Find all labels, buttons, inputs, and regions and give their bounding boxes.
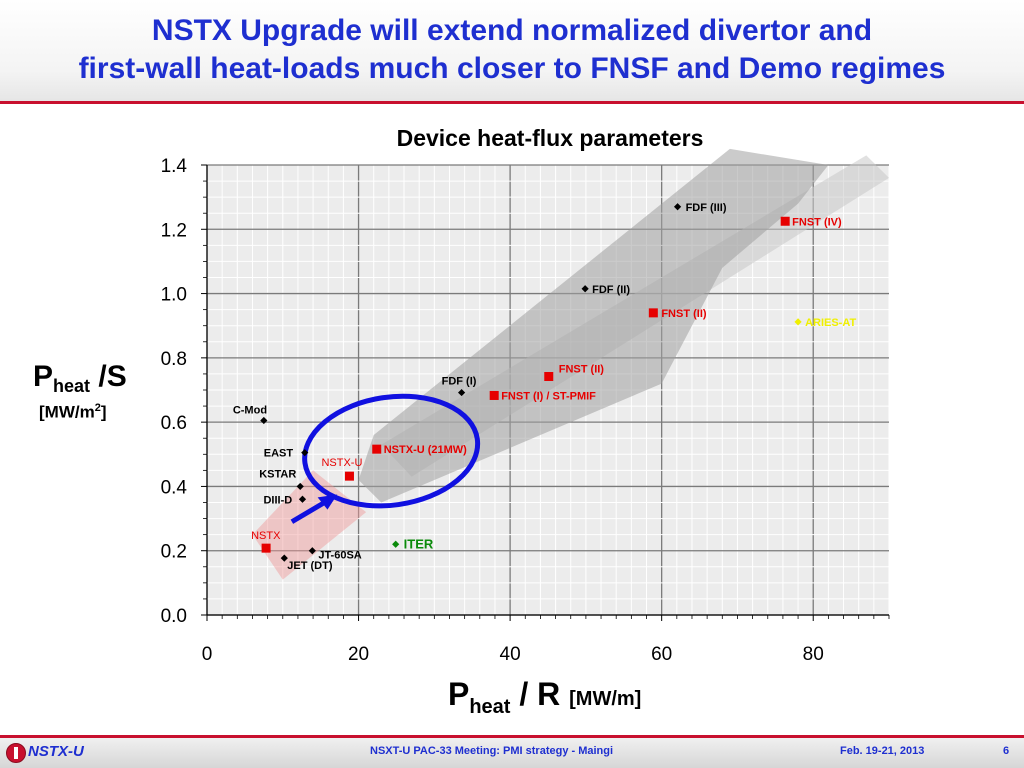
y-tick-label: 1.2 — [161, 220, 187, 241]
marker-jet-dt- — [280, 554, 288, 562]
x-axis-label-r: / R — [510, 676, 570, 712]
y-tick-label: 1.4 — [161, 156, 188, 177]
point-label: FDF (III) — [686, 202, 727, 214]
point-label: EAST — [264, 448, 294, 460]
y-tick-label: 0.6 — [161, 413, 187, 434]
nstx-arrow-shaft — [290, 500, 326, 524]
nstx-u-highlight-ellipse — [302, 393, 481, 509]
marker-kstar — [296, 482, 304, 491]
y-axis-label-suffix: /S — [90, 360, 127, 393]
x-axis-label-p: P — [448, 676, 470, 712]
footer-divider — [0, 735, 1024, 738]
point-label: NSTX-U (21MW) — [384, 444, 467, 456]
nstx-arrow-head — [317, 494, 338, 510]
y-axis-unit-prefix: [MW/m — [39, 402, 95, 422]
marker-fnst-ii- — [544, 372, 554, 381]
point-label: JT-60SA — [318, 550, 361, 562]
marker-fnst-ii- — [648, 308, 658, 318]
point-label: DIII-D — [263, 494, 292, 506]
point-label: ITER — [404, 536, 434, 551]
slide-title-line-2: first-wall heat-loads much closer to FNS… — [78, 52, 946, 85]
x-tick-label: 20 — [348, 644, 369, 665]
x-axis-unit: [MW/m] — [569, 688, 642, 710]
marker-nstx-u — [344, 471, 354, 481]
point-label: ARIES-AT — [805, 317, 856, 329]
slide-header — [0, 0, 1024, 101]
slide-title-line-1: NSTX Upgrade will extend normalized dive… — [151, 14, 873, 47]
point-label: FNST (II) — [661, 308, 707, 320]
page-number: 6 — [1003, 745, 1010, 757]
marker-aries-at — [794, 318, 802, 326]
point-label: KSTAR — [259, 468, 296, 480]
trend-band-dark — [358, 148, 829, 503]
y-tick-label: 0.8 — [161, 349, 187, 370]
marker-fdf-iii- — [673, 203, 682, 211]
marker-diii-d — [298, 495, 307, 503]
marker-nstx-u-21mw- — [372, 444, 382, 454]
marker-east — [301, 449, 309, 457]
marker-fdf-ii- — [581, 285, 589, 293]
marker-fnst-iv- — [780, 216, 790, 226]
slide-title: NSTX Upgrade will extend normalized dive… — [0, 12, 1024, 88]
point-label: FDF (I) — [442, 376, 477, 388]
y-axis-unit: [MW/m2] — [39, 402, 127, 423]
y-axis-label: Pheat /S [MW/m2] — [33, 360, 127, 423]
point-label: FNST (IV) — [792, 216, 842, 228]
point-label: FNST (I) / ST-PMIF — [501, 390, 596, 402]
marker-nstx — [261, 543, 271, 553]
y-tick-label: 0.0 — [161, 606, 187, 627]
x-tick-label: 80 — [803, 644, 824, 665]
y-axis-label-p: P — [33, 360, 54, 393]
point-label: FDF (II) — [592, 284, 630, 296]
x-axis-label: Pheat / R [MW/m] — [448, 676, 642, 718]
marker-c-mod — [260, 416, 268, 425]
point-label: FNST (II) — [559, 364, 605, 376]
y-axis-label-sub: heat — [53, 376, 91, 396]
y-tick-label: 0.2 — [161, 542, 187, 563]
marker-fdf-i- — [458, 388, 466, 397]
point-label: NSTX-U — [321, 457, 362, 469]
header-divider — [0, 101, 1024, 104]
point-label: JET (DT) — [287, 560, 333, 572]
marker-iter — [392, 540, 400, 548]
y-axis-unit-suffix: ] — [100, 402, 107, 422]
footer-logo-text: NSTX-U — [28, 743, 84, 760]
y-tick-label: 0.4 — [161, 477, 188, 498]
nstx-logo-icon — [6, 743, 26, 763]
y-tick-label: 1.0 — [161, 285, 187, 306]
marker-jt-60sa — [308, 547, 316, 555]
footer-date: Feb. 19-21, 2013 — [840, 745, 925, 757]
x-tick-label: 0 — [202, 644, 213, 665]
y-axis-unit-sup: 2 — [94, 402, 101, 414]
footer-meeting-text: NSXT-U PAC-33 Meeting: PMI strategy - Ma… — [370, 745, 614, 757]
x-axis-label-sub: heat — [469, 696, 511, 718]
point-label: C-Mod — [233, 405, 267, 417]
x-tick-label: 40 — [500, 644, 521, 665]
x-tick-label: 60 — [651, 644, 672, 665]
slide-footer — [0, 738, 1024, 768]
marker-fnst-i-st-pmif — [489, 390, 499, 400]
chart-title: Device heat-flux parameters — [397, 125, 704, 151]
point-label: NSTX — [251, 530, 281, 542]
